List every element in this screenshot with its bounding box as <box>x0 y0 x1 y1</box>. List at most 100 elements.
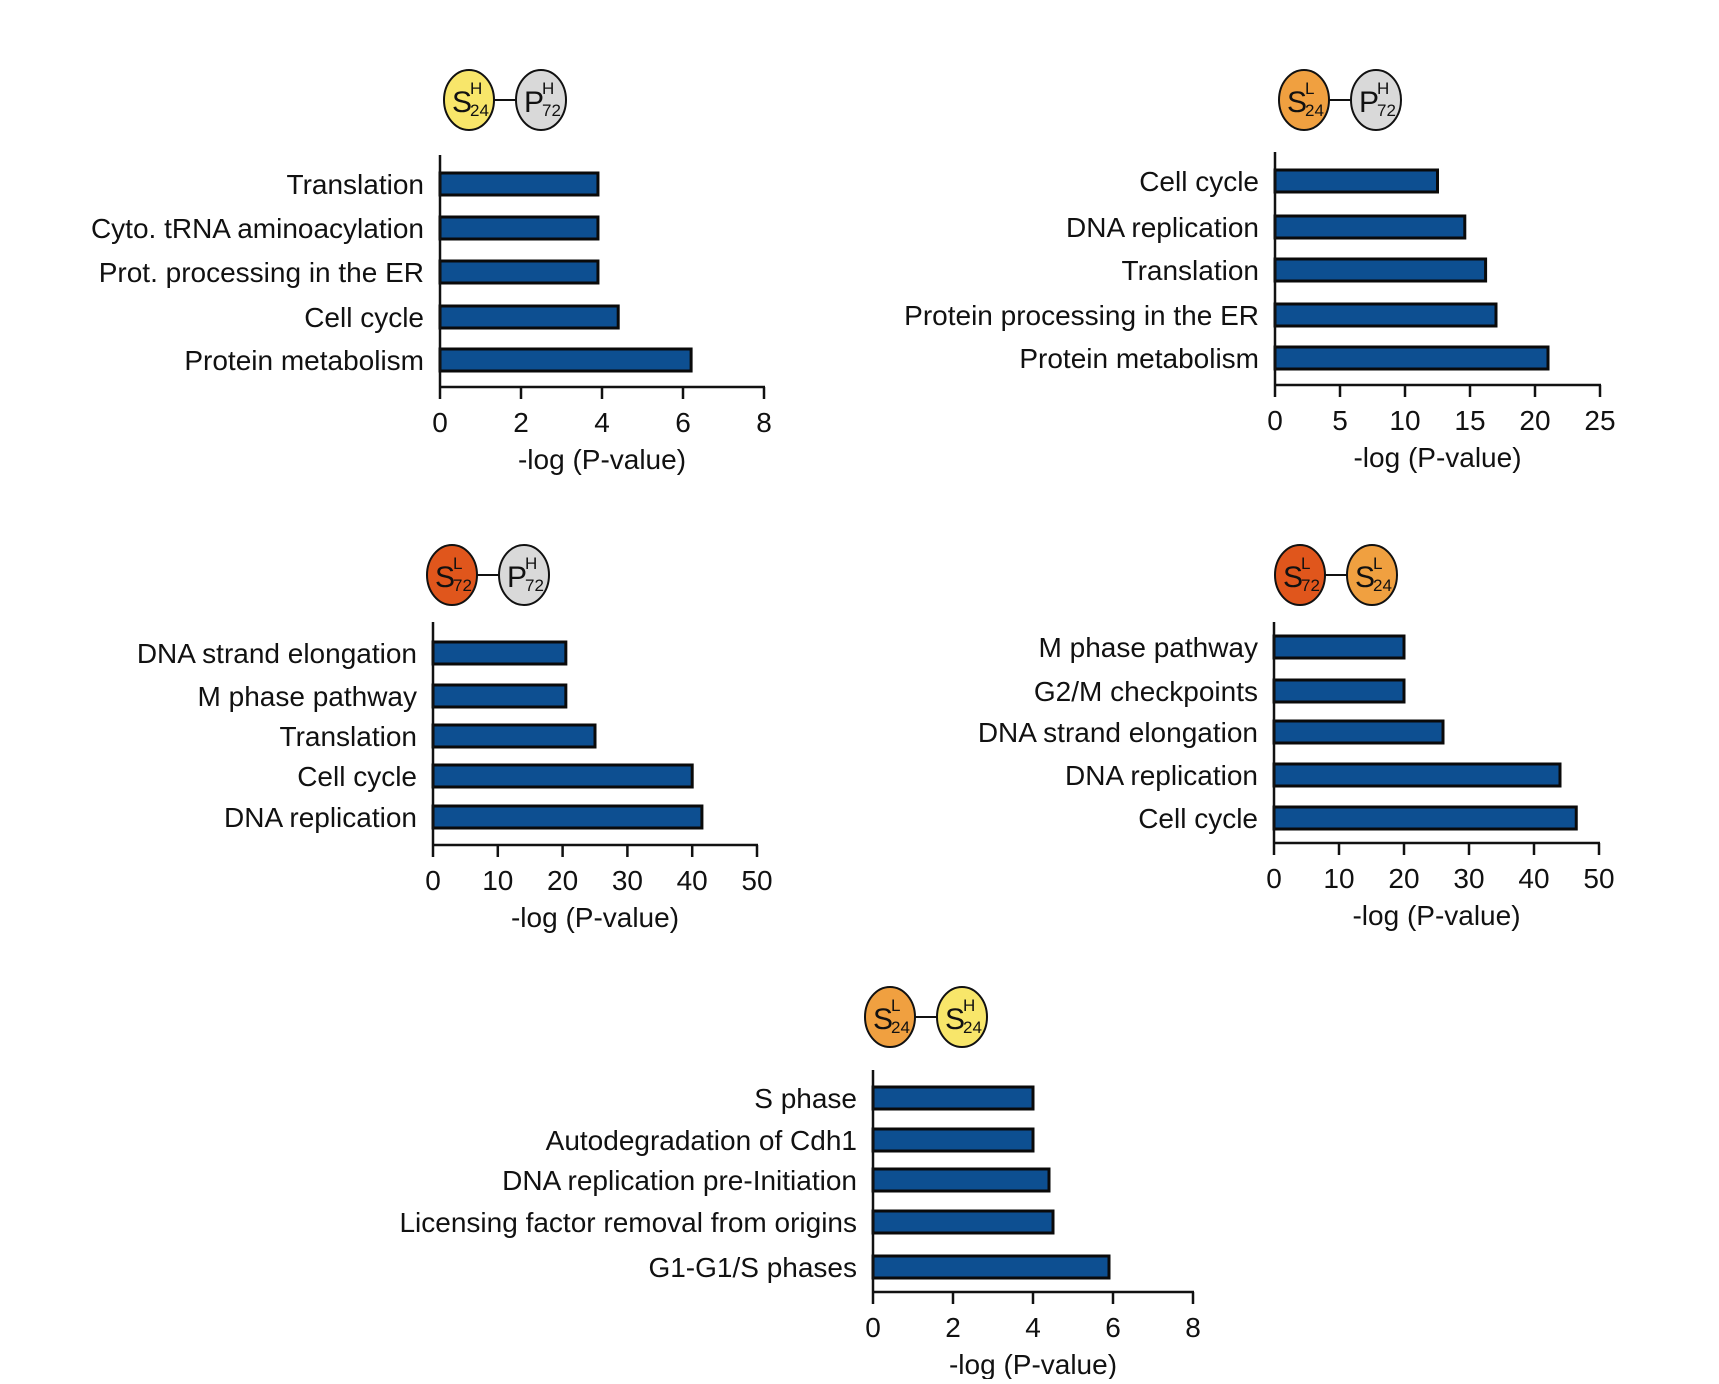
badge-superscript: L <box>1305 79 1314 98</box>
bar <box>431 723 597 749</box>
x-tick-label: 10 <box>482 865 513 896</box>
category-label: Cell cycle <box>1139 166 1259 197</box>
x-tick-label: 50 <box>741 865 772 896</box>
bar <box>431 804 704 830</box>
category-label: Translation <box>1122 255 1259 286</box>
x-tick-label: 30 <box>1453 863 1484 894</box>
badge-subscript: 24 <box>1305 101 1324 120</box>
badge-letter: P <box>1359 86 1379 119</box>
category-label: Cell cycle <box>1138 803 1258 834</box>
x-tick-label: 50 <box>1583 863 1614 894</box>
badge-circle <box>1274 544 1326 606</box>
badge-label: P <box>524 86 544 119</box>
x-axis-label: -log (P-value) <box>949 1349 1117 1379</box>
bar <box>431 640 568 666</box>
category-label: Autodegradation of Cdh1 <box>546 1125 857 1156</box>
x-tick-label: 0 <box>1266 863 1282 894</box>
x-axis-label: -log (P-value) <box>518 444 686 475</box>
x-axis-label: -log (P-value) <box>1353 442 1521 473</box>
category-label: Licensing factor removal from origins <box>399 1207 857 1238</box>
category-label: DNA replication <box>224 802 417 833</box>
comparison-badge-node: SL 24 <box>1346 544 1398 606</box>
badge-subscript: 72 <box>1301 576 1320 595</box>
bar <box>1273 345 1550 371</box>
badge-superscript: L <box>1301 554 1310 573</box>
x-tick-label: 2 <box>945 1312 961 1343</box>
x-tick-label: 10 <box>1323 863 1354 894</box>
badge-circle <box>426 544 478 606</box>
x-tick-label: 40 <box>1518 863 1549 894</box>
bar <box>871 1254 1111 1280</box>
badge-subscript: 24 <box>963 1018 982 1037</box>
badge-subscript: 72 <box>453 576 472 595</box>
badge-superscript: L <box>1373 554 1382 573</box>
bar <box>438 215 600 241</box>
x-tick-label: 4 <box>594 407 610 438</box>
x-tick-label: 8 <box>1185 1312 1201 1343</box>
badge-subscript: 72 <box>1377 101 1396 120</box>
x-tick-label: 0 <box>425 865 441 896</box>
comparison-badge-node: PH 72 <box>515 69 567 131</box>
badge-circle <box>864 986 916 1048</box>
category-label: DNA strand elongation <box>978 717 1258 748</box>
badge-circle <box>515 69 567 131</box>
category-label: DNA strand elongation <box>137 638 417 669</box>
badge-label: S <box>945 1003 965 1036</box>
badge-letter: S <box>1283 561 1303 594</box>
bar <box>1272 678 1406 704</box>
x-tick-label: 8 <box>756 407 772 438</box>
badge-letter: P <box>524 86 544 119</box>
badge-subscript: 72 <box>525 576 544 595</box>
category-label: DNA replication <box>1066 212 1259 243</box>
badge-circle <box>1278 69 1330 131</box>
x-tick-label: 20 <box>1519 405 1550 436</box>
bar <box>438 347 693 373</box>
comparison-badge-node: SH 24 <box>936 986 988 1048</box>
badge-superscript: L <box>453 554 462 573</box>
chart-panel-2: SL 24 PH 72 Cell cycle DNA replication Transla… <box>904 69 1616 473</box>
badge-label: S <box>873 1003 893 1036</box>
bar <box>431 683 568 709</box>
comparison-badge-node: PH 72 <box>498 544 550 606</box>
x-tick-label: 0 <box>865 1312 881 1343</box>
comparison-badge-node: SL 24 <box>1278 69 1330 131</box>
bar <box>438 304 620 330</box>
badge-label: S <box>452 86 472 119</box>
category-label: Protein metabolism <box>1019 343 1259 374</box>
x-axis-label: -log (P-value) <box>1352 900 1520 931</box>
bar <box>438 259 600 285</box>
badge-label: S <box>1355 561 1375 594</box>
x-tick-label: 4 <box>1025 1312 1041 1343</box>
category-label: M phase pathway <box>1039 632 1258 663</box>
bar <box>431 763 694 789</box>
comparison-badge-node: PH 72 <box>1350 69 1402 131</box>
comparison-badge-node: SL 72 <box>1274 544 1326 606</box>
category-label: Translation <box>280 721 417 752</box>
badge-letter: S <box>873 1003 893 1036</box>
badge-subscript: 24 <box>470 101 489 120</box>
bar <box>1273 168 1439 194</box>
x-tick-label: 0 <box>432 407 448 438</box>
badge-circle <box>1346 544 1398 606</box>
category-label: Prot. processing in the ER <box>99 257 424 288</box>
category-label: DNA replication pre-Initiation <box>502 1165 857 1196</box>
category-label: Protein metabolism <box>184 345 424 376</box>
x-tick-label: 10 <box>1389 405 1420 436</box>
badge-circle <box>443 69 495 131</box>
bar <box>1273 302 1498 328</box>
badge-label: P <box>1359 86 1379 119</box>
x-tick-label: 15 <box>1454 405 1485 436</box>
badge-letter: P <box>507 561 527 594</box>
bar <box>438 171 600 197</box>
category-label: G2/M checkpoints <box>1034 676 1258 707</box>
badge-superscript: H <box>525 554 537 573</box>
category-label: Cell cycle <box>304 302 424 333</box>
badge-subscript: 24 <box>1373 576 1392 595</box>
comparison-badge-node: SL 72 <box>426 544 478 606</box>
badge-letter: S <box>452 86 472 119</box>
badge-circle <box>1350 69 1402 131</box>
bar <box>1272 719 1445 745</box>
